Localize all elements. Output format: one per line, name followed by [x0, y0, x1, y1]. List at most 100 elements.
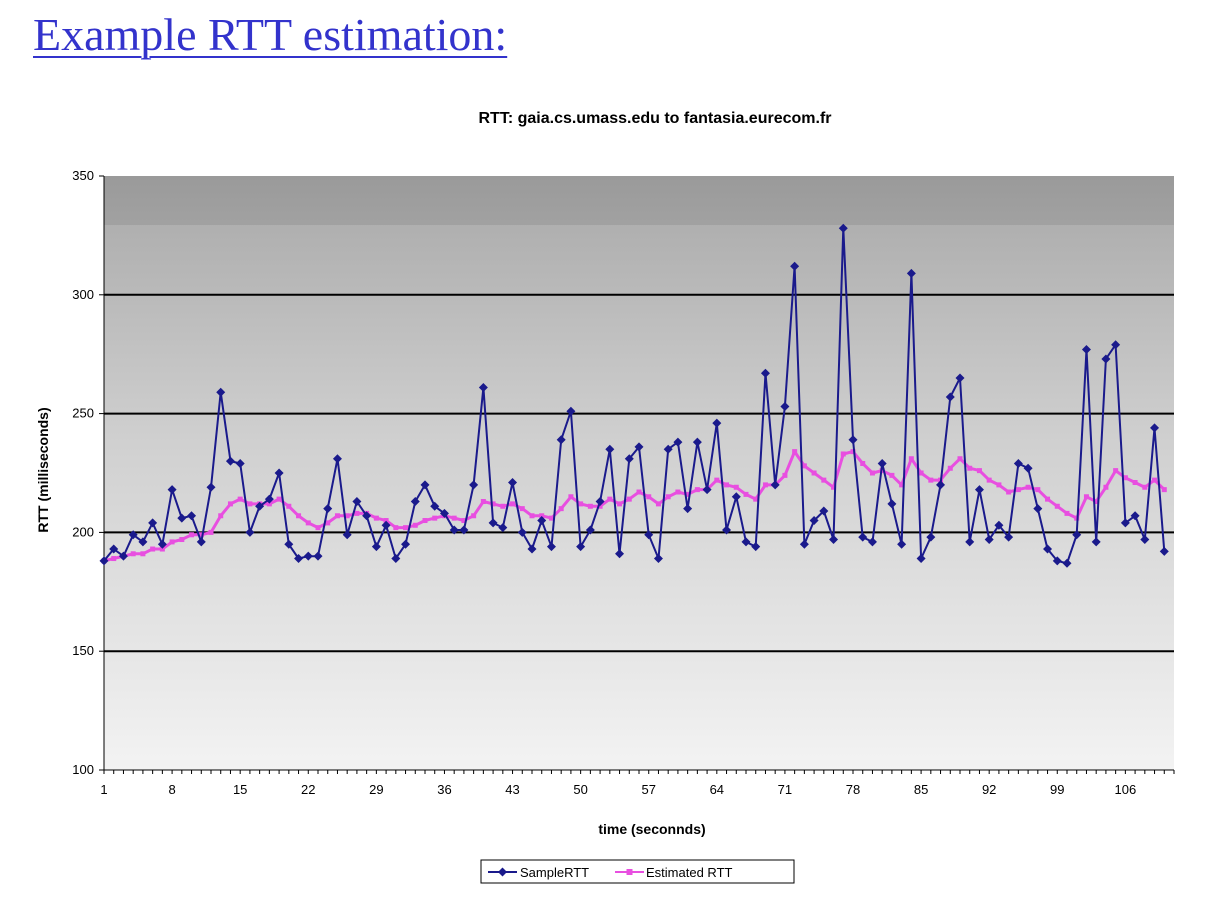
sample-rtt-point: [1150, 423, 1160, 433]
sample-rtt-point: [128, 530, 138, 540]
legend-estimated-label: Estimated RTT: [646, 865, 733, 880]
estimated-rtt-point: [208, 529, 214, 535]
sample-rtt-point: [1013, 458, 1023, 468]
estimated-rtt-point: [840, 451, 846, 457]
sample-rtt-point: [498, 523, 508, 533]
sample-rtt-point: [439, 508, 449, 518]
sample-rtt-point: [1101, 354, 1111, 364]
y-axis-label: RTT (milliseconds): [35, 407, 51, 532]
sample-rtt-point: [274, 468, 284, 478]
y-axis: 100 150 200 250 300 350: [72, 168, 105, 777]
sample-rtt-point: [1140, 535, 1150, 545]
estimated-rtt-point: [140, 551, 146, 557]
x-tick-label: 1: [100, 782, 107, 797]
sample-rtt-point: [751, 542, 761, 552]
sample-rtt-point: [216, 387, 226, 397]
estimated-rtt-point: [1015, 487, 1021, 493]
plot-area: [104, 176, 1174, 770]
sample-rtt-point: [877, 458, 887, 468]
estimated-rtt-point: [529, 513, 535, 519]
y-tick-label: 300: [72, 287, 94, 302]
estimated-rtt-point: [908, 456, 914, 462]
estimated-rtt-point: [1045, 496, 1051, 502]
estimated-rtt-point: [334, 513, 340, 519]
estimated-rtt-point: [218, 513, 224, 519]
sample-rtt-point: [313, 551, 323, 561]
x-tick-label: 8: [168, 782, 175, 797]
sample-rtt-point: [760, 368, 770, 378]
sample-rtt-point: [1052, 556, 1062, 566]
sample-rtt-point: [391, 554, 401, 564]
sample-rtt-point: [469, 480, 479, 490]
sample-rtt-point: [342, 530, 352, 540]
estimated-rtt-point: [130, 551, 136, 557]
sample-rtt-point: [906, 268, 916, 278]
sample-rtt-point: [459, 525, 469, 535]
estimated-rtt-point: [957, 456, 963, 462]
x-tick-label: 15: [233, 782, 247, 797]
sample-rtt-point: [829, 535, 839, 545]
estimated-rtt-point: [111, 556, 117, 562]
sample-rtt-point: [799, 539, 809, 549]
sample-rtt-point: [1159, 546, 1169, 556]
sample-rtt-point: [371, 542, 381, 552]
sample-rtt-point: [225, 456, 235, 466]
estimated-rtt-point: [733, 484, 739, 490]
sample-rtt-point: [722, 525, 732, 535]
estimated-rtt-point: [1093, 499, 1099, 505]
estimated-rtt-point: [928, 477, 934, 483]
estimated-rtt-point: [373, 515, 379, 521]
estimated-rtt-point: [169, 539, 175, 545]
estimated-rtt-point: [1122, 475, 1128, 481]
estimated-rtt-point: [568, 494, 574, 500]
sample-rtt-point: [352, 497, 362, 507]
estimated-rtt-point: [889, 472, 895, 478]
estimated-rtt-point: [1025, 484, 1031, 490]
sample-rtt-point: [527, 544, 537, 554]
sample-rtt-point: [1072, 530, 1082, 540]
estimated-rtt-point: [967, 465, 973, 471]
x-tick-label: 43: [505, 782, 519, 797]
x-tick-label: 92: [982, 782, 996, 797]
x-tick-label: 64: [710, 782, 724, 797]
estimated-rtt-point: [510, 501, 516, 507]
estimated-rtt-point: [519, 506, 525, 512]
sample-rtt-point: [712, 418, 722, 428]
sample-rtt-point: [605, 444, 615, 454]
sample-rtt-point: [809, 516, 819, 526]
estimated-rtt-point: [792, 449, 798, 455]
sample-rtt-point: [323, 504, 333, 514]
estimated-rtt-point: [179, 537, 185, 543]
sample-rtt-point: [867, 537, 877, 547]
sample-rtt-point: [838, 223, 848, 233]
estimated-rtt-point: [636, 489, 642, 495]
estimated-rtt-point: [1152, 477, 1158, 483]
sample-rtt-point: [167, 485, 177, 495]
sample-rtt-point: [245, 527, 255, 537]
sample-rtt-point: [974, 485, 984, 495]
legend: SampleRTT Estimated RTT: [480, 859, 795, 884]
estimated-rtt-point: [383, 518, 389, 524]
sample-rtt-point: [537, 516, 547, 526]
sample-rtt-point: [177, 513, 187, 523]
estimated-rtt-point: [597, 503, 603, 509]
sample-rtt-point: [653, 554, 663, 564]
estimated-rtt-point: [198, 532, 204, 538]
sample-rtt-point: [303, 551, 313, 561]
sample-rtt-point: [1081, 344, 1091, 354]
x-tick-label: 71: [778, 782, 792, 797]
sample-rtt-point: [206, 482, 216, 492]
estimated-rtt-point: [432, 515, 438, 521]
estimated-rtt-point: [801, 463, 807, 469]
sample-rtt-point: [595, 497, 605, 507]
sample-rtt-point: [819, 506, 829, 516]
estimated-rtt-point: [539, 513, 545, 519]
estimated-rtt-point: [558, 506, 564, 512]
estimated-rtt-point: [821, 477, 827, 483]
sample-rtt-point: [1043, 544, 1053, 554]
sample-rtt-point: [984, 535, 994, 545]
estimated-rtt-point: [266, 501, 272, 507]
estimated-rtt-point: [694, 487, 700, 493]
sample-rtt-point: [420, 480, 430, 490]
sample-rtt-point: [663, 444, 673, 454]
